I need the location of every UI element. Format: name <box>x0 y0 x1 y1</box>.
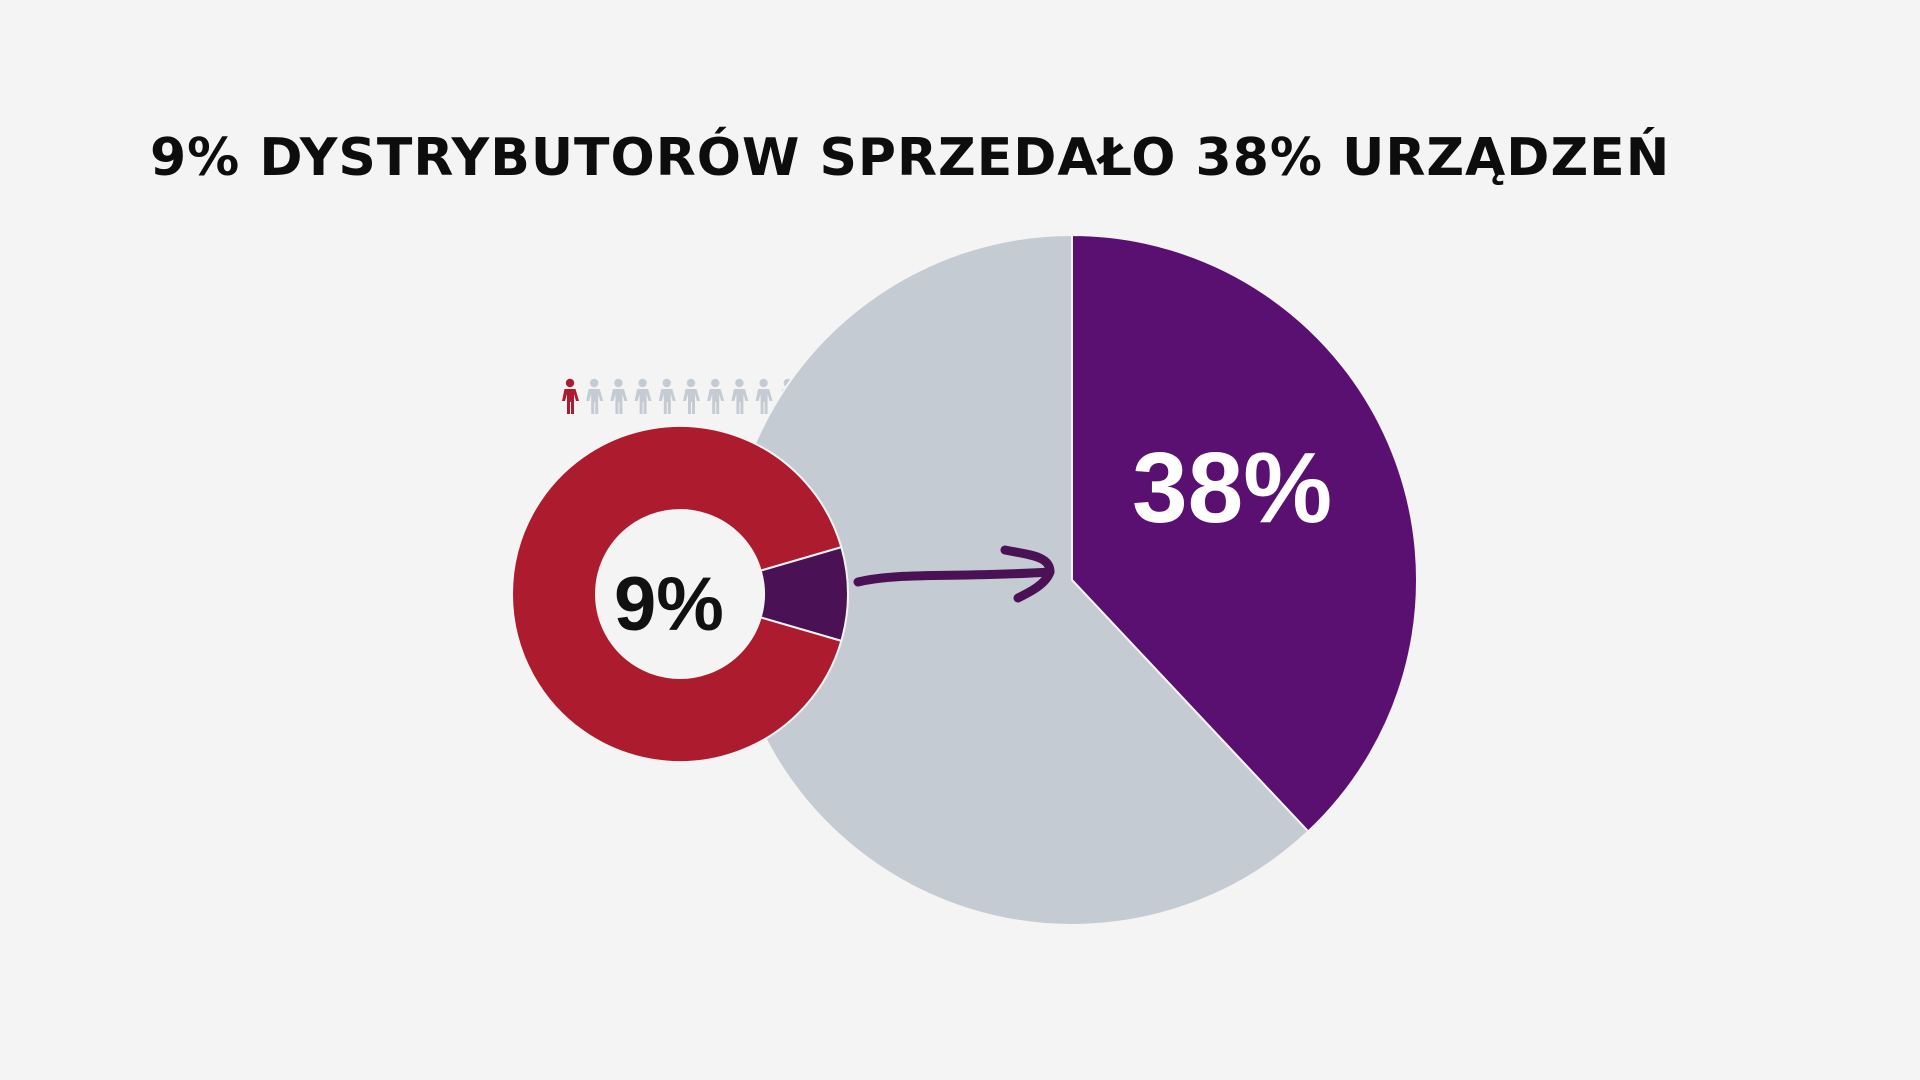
big-pie-data-label: 38% <box>1132 432 1332 544</box>
arrow-right-icon <box>853 545 1055 603</box>
donut-hole <box>597 511 763 677</box>
person-icon <box>683 378 700 414</box>
person-icon <box>610 378 628 414</box>
donut-chart <box>511 425 849 763</box>
person-icon <box>634 378 652 414</box>
person-icon <box>755 378 773 414</box>
people-row <box>562 378 797 414</box>
donut-data-label: 9% <box>614 562 724 647</box>
donut-segment-1 <box>511 425 843 763</box>
big-pie-slice-0 <box>1071 233 1418 833</box>
person-icon <box>562 378 579 414</box>
person-icon <box>586 378 604 414</box>
big-pie-chart <box>726 233 1418 926</box>
person-icon <box>707 378 725 414</box>
person-icon <box>658 378 676 414</box>
person-icon <box>731 378 749 414</box>
chart-title: 9% DYSTRYBUTORÓW SPRZEDAŁO 38% URZĄDZEŃ <box>150 128 1671 188</box>
